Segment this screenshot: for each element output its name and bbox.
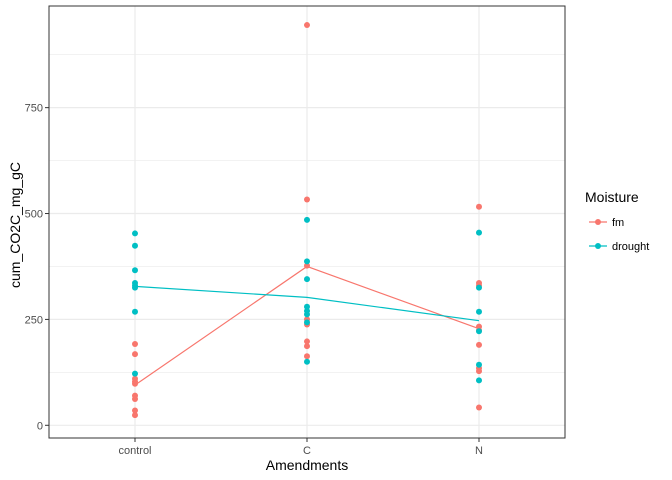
data-point-drought — [304, 307, 310, 314]
data-point-fm — [476, 404, 482, 411]
x-axis-ticks: control C N — [118, 438, 483, 457]
data-point-fm — [304, 196, 310, 203]
data-point-fm — [304, 22, 310, 29]
data-point-drought — [304, 216, 310, 223]
x-tick-label: N — [475, 445, 483, 457]
data-point-fm — [132, 392, 138, 399]
y-tick-label: 0 — [37, 420, 43, 432]
x-tick-label: C — [303, 445, 311, 457]
data-point-drought — [132, 242, 138, 249]
y-tick-label: 750 — [25, 103, 43, 115]
data-point-drought — [132, 370, 138, 377]
x-axis-title: Amendments — [266, 457, 348, 473]
data-point-drought — [304, 319, 310, 326]
data-point-drought — [304, 358, 310, 365]
data-point-fm — [476, 279, 482, 286]
series-line-drought — [134, 285, 480, 322]
data-point-drought — [476, 361, 482, 368]
legend-key-point — [595, 243, 601, 249]
legend-key-fm — [589, 219, 607, 225]
y-tick-label: 250 — [25, 314, 43, 326]
data-point-fm — [304, 262, 310, 269]
legend-key-point — [595, 219, 601, 225]
data-point-drought — [476, 328, 482, 335]
data-point-fm — [132, 340, 138, 347]
data-point-drought — [304, 258, 310, 265]
y-axis-title: cum_CO2C_mg_gC — [7, 162, 23, 288]
data-point-fm — [304, 353, 310, 360]
data-point-drought — [476, 284, 482, 291]
data-point-drought — [304, 276, 310, 283]
y-tick-label: 500 — [25, 209, 43, 221]
data-point-drought — [132, 267, 138, 274]
data-point-fm — [476, 323, 482, 330]
legend-label-drought: drought — [612, 241, 649, 253]
data-points — [132, 22, 482, 419]
data-point-fm — [132, 351, 138, 358]
data-point-drought — [132, 230, 138, 237]
data-point-fm — [304, 343, 310, 350]
data-point-drought — [476, 308, 482, 315]
data-point-fm — [132, 407, 138, 414]
data-point-drought — [132, 308, 138, 315]
data-point-drought — [476, 229, 482, 236]
legend-title: Moisture — [585, 189, 639, 205]
data-point-fm — [476, 341, 482, 348]
y-axis-ticks: 0 250 500 750 — [25, 103, 49, 432]
data-point-fm — [304, 338, 310, 345]
x-tick-label: control — [118, 445, 151, 457]
data-point-fm — [132, 412, 138, 419]
legend: Moisture fm drought — [585, 189, 649, 253]
legend-label-fm: fm — [612, 217, 624, 229]
data-point-drought — [304, 303, 310, 310]
data-point-drought — [132, 279, 138, 286]
legend-key-drought — [589, 243, 607, 249]
data-point-fm — [132, 375, 138, 382]
data-point-drought — [476, 377, 482, 384]
data-point-fm — [476, 203, 482, 210]
